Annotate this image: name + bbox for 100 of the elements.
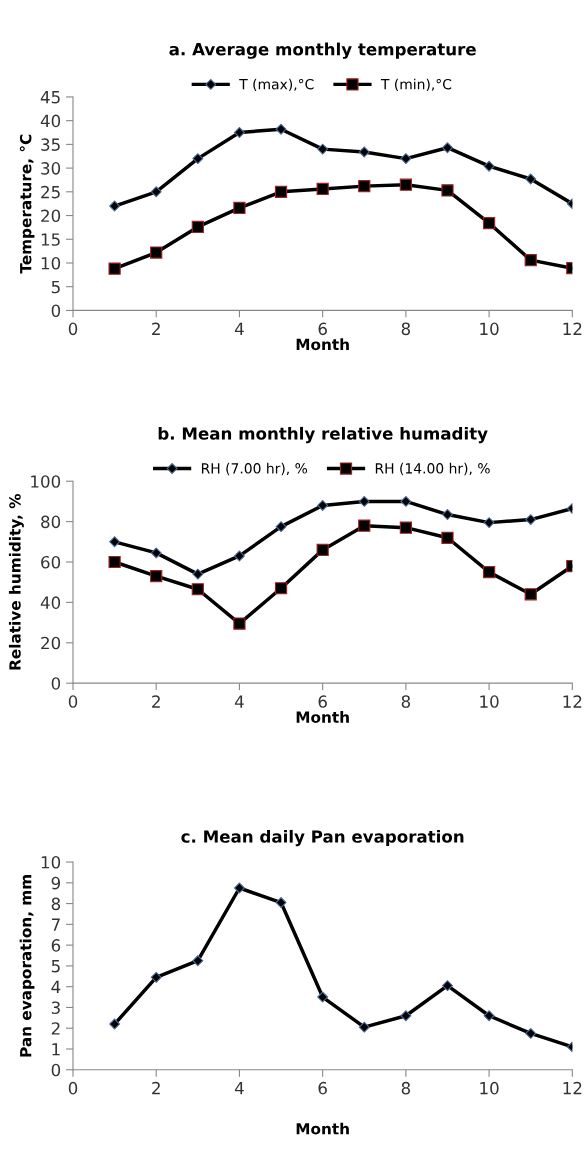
point bbox=[275, 521, 287, 533]
y-axis-title: Temperature, °C bbox=[19, 134, 35, 274]
point bbox=[317, 499, 329, 511]
y-tick-label: 60 bbox=[41, 555, 61, 569]
point bbox=[233, 550, 245, 562]
point bbox=[274, 582, 288, 595]
y-tick-label: 35 bbox=[41, 138, 60, 151]
x-tick-label: 8 bbox=[401, 695, 411, 708]
point bbox=[316, 182, 329, 196]
x-tick-label: 2 bbox=[152, 1081, 160, 1095]
x-tick-label: 0 bbox=[68, 695, 78, 708]
point bbox=[109, 200, 121, 212]
x-tick-label: 12 bbox=[563, 1081, 582, 1095]
point bbox=[399, 521, 412, 534]
y-tick-label: 40 bbox=[40, 114, 61, 128]
point bbox=[192, 153, 204, 165]
point bbox=[233, 617, 246, 630]
y-tick-label: 4 bbox=[51, 980, 61, 993]
y-tick-label: 7 bbox=[51, 918, 60, 931]
y-tick-label: 5 bbox=[51, 280, 60, 294]
x-tick-label: 10 bbox=[480, 1081, 499, 1095]
point bbox=[191, 583, 204, 596]
legend-label: T (min),°C bbox=[380, 78, 452, 92]
point bbox=[482, 565, 496, 579]
y-tick-label: 10 bbox=[41, 856, 61, 869]
point bbox=[109, 536, 121, 548]
x-tick-label: 6 bbox=[318, 695, 327, 708]
y-tick-label: 6 bbox=[51, 939, 61, 952]
point bbox=[275, 123, 287, 135]
legend-label: T (max),°C bbox=[239, 78, 314, 92]
point bbox=[108, 262, 121, 275]
y-tick-label: 80 bbox=[41, 515, 61, 529]
x-axis-title: Month bbox=[296, 711, 349, 723]
x-tick-label: 2 bbox=[152, 695, 160, 708]
x-tick-label: 2 bbox=[152, 322, 160, 335]
x-tick-label: 12 bbox=[563, 322, 582, 335]
point bbox=[233, 127, 245, 138]
y-tick-label: 30 bbox=[41, 162, 61, 175]
point bbox=[441, 184, 454, 197]
point bbox=[150, 547, 162, 559]
x-tick-label: 10 bbox=[480, 695, 499, 708]
point bbox=[442, 509, 453, 521]
point bbox=[275, 897, 287, 909]
y-axis-title: Relative humidity, % bbox=[8, 493, 24, 670]
y-tick-label: 40 bbox=[40, 596, 61, 609]
point bbox=[233, 882, 245, 894]
x-tick-label: 0 bbox=[68, 1081, 78, 1095]
x-tick-label: 4 bbox=[234, 1082, 244, 1095]
point bbox=[192, 955, 204, 967]
x-tick-label: 8 bbox=[401, 1081, 411, 1095]
y-tick-label: 9 bbox=[51, 876, 61, 890]
point bbox=[358, 519, 371, 532]
point bbox=[109, 1018, 121, 1030]
chart-title: b. Mean monthly relative humadity bbox=[158, 426, 488, 444]
x-tick-label: 4 bbox=[234, 322, 244, 335]
point bbox=[442, 980, 453, 992]
point bbox=[524, 254, 537, 267]
legend-label: RH (14.00 hr), % bbox=[375, 462, 490, 476]
x-tick-label: 6 bbox=[318, 1081, 327, 1095]
y-tick-label: 5 bbox=[51, 960, 60, 973]
point bbox=[358, 180, 371, 193]
y-tick-label: 15 bbox=[41, 233, 60, 246]
point bbox=[358, 1021, 370, 1033]
point bbox=[150, 971, 162, 983]
y-tick-label: 100 bbox=[31, 475, 61, 488]
point bbox=[483, 160, 495, 172]
y-tick-label: 0 bbox=[51, 1063, 61, 1077]
point bbox=[399, 178, 412, 191]
x-tick-label: 4 bbox=[234, 695, 244, 708]
point bbox=[358, 495, 370, 507]
y-tick-label: 45 bbox=[40, 91, 60, 104]
y-tick-label: 10 bbox=[41, 256, 61, 270]
x-tick-label: 0 bbox=[68, 322, 78, 336]
y-tick-label: 8 bbox=[51, 897, 61, 911]
point bbox=[442, 142, 453, 154]
legend-label: RH (7.00 hr), % bbox=[201, 462, 308, 476]
x-tick-label: 8 bbox=[401, 322, 411, 336]
point bbox=[108, 555, 121, 569]
point bbox=[400, 153, 412, 165]
point bbox=[483, 517, 495, 529]
point bbox=[524, 588, 537, 601]
point bbox=[525, 514, 537, 526]
point bbox=[317, 143, 329, 155]
y-axis-title: Pan evaporation, mm bbox=[19, 875, 35, 1057]
point bbox=[525, 173, 537, 185]
x-axis-title: Month bbox=[296, 338, 349, 351]
point bbox=[483, 1010, 495, 1022]
y-tick-label: 3 bbox=[51, 1001, 60, 1015]
chart-title: c. Mean daily Pan evaporation bbox=[181, 829, 464, 847]
y-tick-label: 20 bbox=[41, 636, 61, 650]
point bbox=[316, 543, 329, 556]
point bbox=[317, 991, 329, 1003]
point bbox=[441, 531, 454, 544]
x-tick-label: 6 bbox=[318, 322, 327, 336]
point bbox=[482, 217, 496, 230]
y-tick-label: 20 bbox=[41, 209, 61, 223]
y-tick-label: 0 bbox=[51, 677, 61, 690]
x-axis-title: Month bbox=[296, 1122, 349, 1135]
point bbox=[150, 186, 162, 198]
y-tick-label: 0 bbox=[51, 304, 61, 317]
